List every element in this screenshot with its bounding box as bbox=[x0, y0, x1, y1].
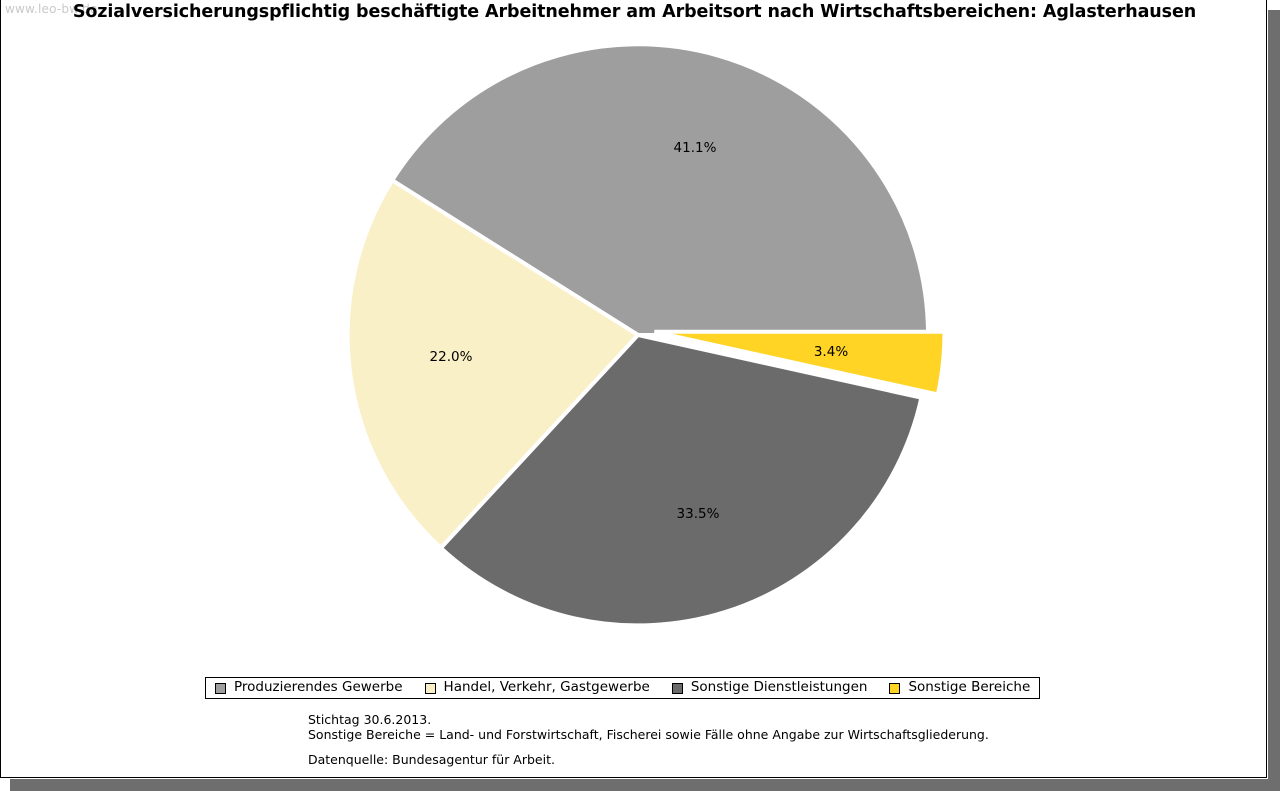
legend-item-handel-verkehr-gastgewerbe[interactable]: Handel, Verkehr, Gastgewerbe bbox=[424, 679, 650, 696]
footnote-stichtag: Stichtag 30.6.2013. bbox=[308, 712, 432, 727]
pie-slice-sonstige-dienstleistungen[interactable] bbox=[438, 332, 924, 628]
pie-label-sonstige-dienstleistungen: 33.5% bbox=[677, 506, 720, 522]
legend-item-produzierendes-gewerbe[interactable]: Produzierendes Gewerbe bbox=[215, 681, 403, 695]
legend-swatch-icon bbox=[889, 682, 901, 694]
legend-swatch-icon bbox=[424, 682, 436, 694]
page-title: Sozialversicherungspflichtig beschäftigt… bbox=[72, 2, 1197, 22]
pie-chart-svg: 41.1% 22.0% 33.5% 3.4% bbox=[345, 42, 947, 628]
pie-slice-sonstige-bereiche-group bbox=[654, 329, 947, 397]
legend-item-label: Sonstige Bereiche bbox=[908, 679, 1031, 696]
chart-footnotes: Stichtag 30.6.2013. Sonstige Bereiche = … bbox=[308, 712, 989, 768]
footnote-definition: Sonstige Bereiche = Land- und Forstwirts… bbox=[308, 726, 989, 742]
footnote-datasource: Datenquelle: Bundesagentur für Arbeit. bbox=[308, 752, 555, 767]
legend-item-sonstige-dienstleistungen[interactable]: Sonstige Dienstleistungen bbox=[671, 679, 868, 696]
pie-slice-sonstige-bereiche[interactable] bbox=[654, 329, 947, 397]
window-shadow-bottom bbox=[10, 779, 1280, 791]
pie-chart: 41.1% 22.0% 33.5% 3.4% bbox=[331, 28, 956, 653]
pie-label-handel-verkehr-gastgewerbe: 22.0% bbox=[430, 349, 473, 365]
legend-item-label: Handel, Verkehr, Gastgewerbe bbox=[443, 679, 650, 696]
pie-label-produzierendes-gewerbe: 41.1% bbox=[674, 140, 717, 156]
watermark-text: www.leo-bw.de bbox=[5, 2, 98, 16]
pie-slice-labels: 41.1% 22.0% 33.5% 3.4% bbox=[430, 140, 849, 522]
legend-item-label: Produzierendes Gewerbe bbox=[234, 679, 403, 696]
pie-slices bbox=[345, 42, 947, 628]
pie-slice-handel-verkehr-gastgewerbe[interactable] bbox=[345, 177, 642, 551]
pie-label-sonstige-bereiche: 3.4% bbox=[814, 344, 848, 360]
legend-swatch-icon bbox=[671, 682, 683, 694]
legend-item-label: Sonstige Dienstleistungen bbox=[690, 679, 868, 696]
window-shadow-right bbox=[1268, 10, 1280, 791]
legend-item-sonstige-bereiche[interactable]: Sonstige Bereiche bbox=[889, 681, 1030, 695]
legend-swatch-icon bbox=[215, 682, 226, 694]
chart-canvas: www.leo-bw.de Sozialversicherungspflicht… bbox=[0, 0, 1267, 778]
chart-legend: Produzierendes Gewerbe Handel, Verkehr, … bbox=[205, 677, 1041, 699]
